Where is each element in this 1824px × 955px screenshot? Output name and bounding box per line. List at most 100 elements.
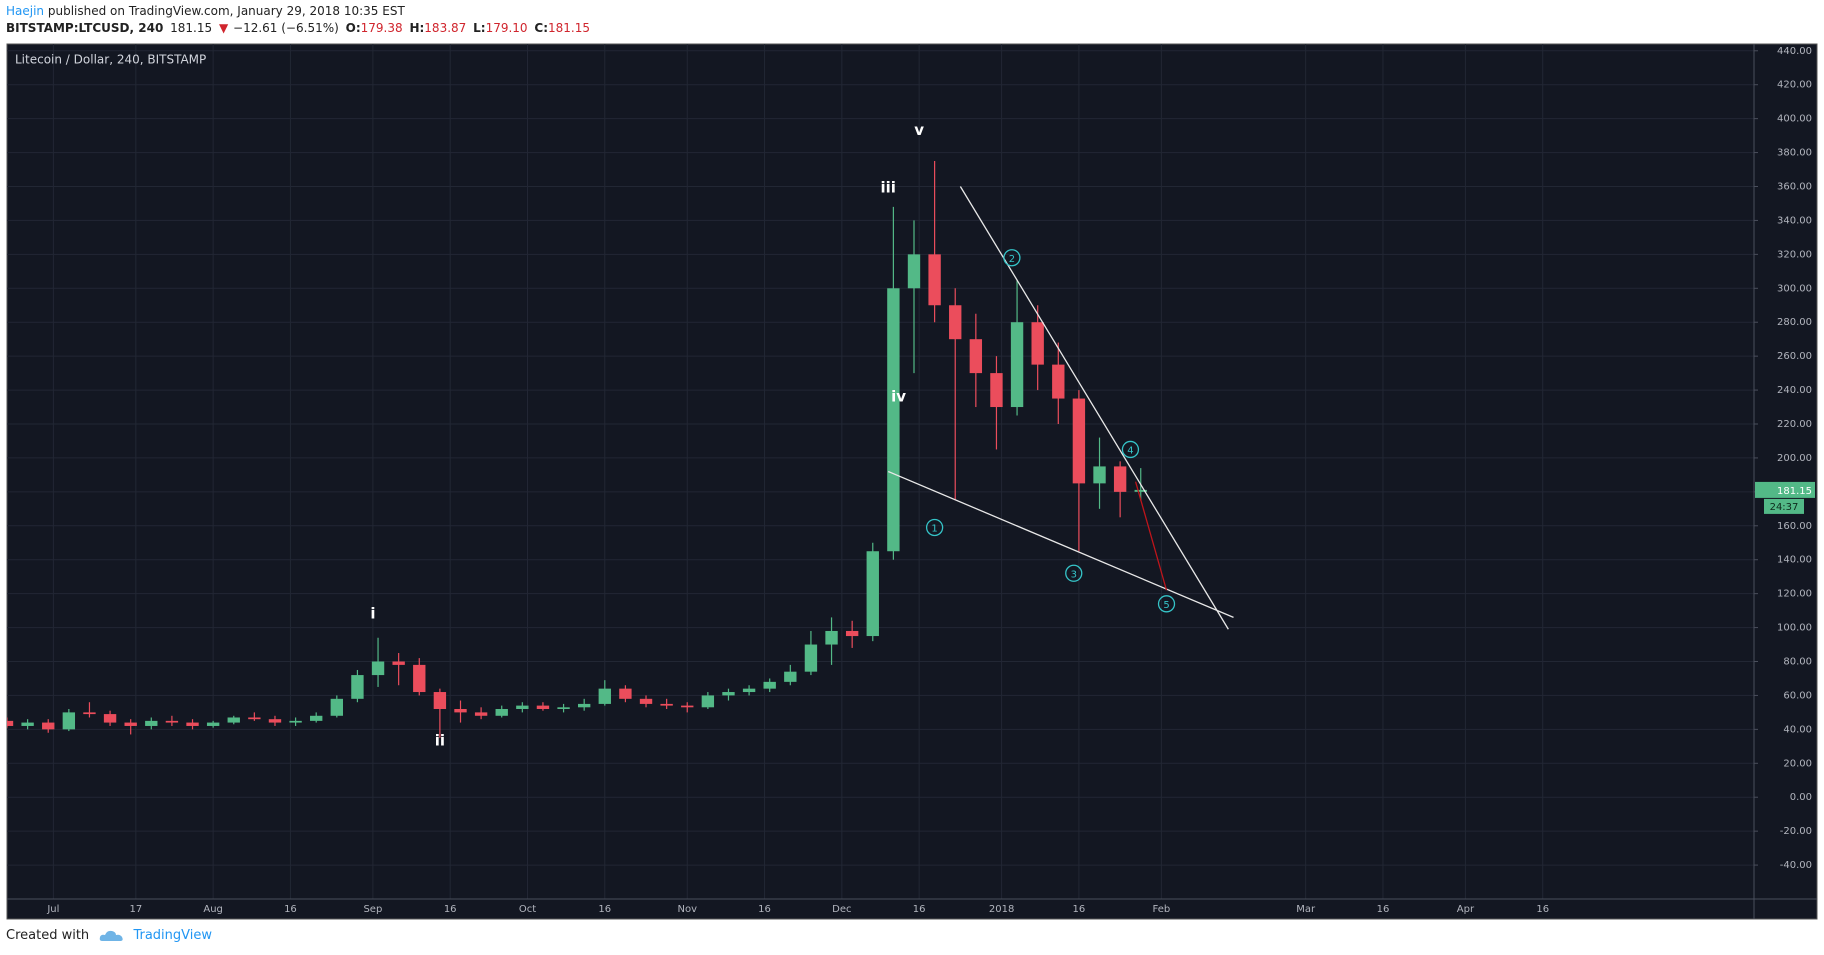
candle-body bbox=[557, 707, 570, 709]
y-tick-label: 280.00 bbox=[1777, 317, 1812, 328]
y-tick-label: 140.00 bbox=[1777, 555, 1812, 566]
candle-body bbox=[454, 709, 467, 713]
y-tick-label: 340.00 bbox=[1777, 215, 1812, 226]
y-tick-label: 420.00 bbox=[1777, 80, 1812, 91]
wave-number: 1 bbox=[931, 523, 937, 534]
candle-body bbox=[371, 661, 385, 676]
low: 179.10 bbox=[485, 21, 528, 35]
x-tick-label: Jul bbox=[46, 904, 59, 915]
candle-body bbox=[21, 722, 34, 726]
brand[interactable]: TradingView bbox=[133, 928, 212, 943]
candle-body bbox=[248, 717, 261, 720]
open: 179.38 bbox=[360, 21, 403, 35]
candle-body bbox=[289, 720, 302, 723]
footer: Created with TradingView bbox=[6, 928, 212, 943]
y-tick-label: 200.00 bbox=[1777, 453, 1812, 464]
published: published on TradingView.com, January 29… bbox=[47, 4, 405, 18]
x-tick-label: Sep bbox=[363, 904, 382, 915]
wave-label: i bbox=[370, 605, 375, 623]
x-tick-label: Nov bbox=[677, 904, 697, 915]
created-with: Created with bbox=[6, 928, 90, 943]
trend-line bbox=[887, 470, 1234, 618]
axes: -40.00 -20.00 0.00 20.00 40.00 60.00 80.00 100.… bbox=[46, 46, 1815, 915]
y-tick-label: -20.00 bbox=[1780, 826, 1812, 837]
candle-body bbox=[1093, 466, 1106, 484]
wave-number: 2 bbox=[1009, 254, 1015, 265]
candle-body bbox=[784, 671, 797, 682]
y-tick-label: 60.00 bbox=[1783, 690, 1812, 701]
wave-label: ii bbox=[435, 732, 445, 750]
countdown: 24:37 bbox=[1770, 502, 1799, 513]
y-tick-label: 240.00 bbox=[1777, 385, 1812, 396]
candle-body bbox=[165, 720, 179, 723]
candle-body bbox=[227, 717, 240, 723]
candle-body bbox=[433, 692, 447, 709]
price: 181.15 bbox=[170, 21, 213, 35]
y-tick-label: 360.00 bbox=[1777, 182, 1812, 193]
candle-body bbox=[1010, 322, 1024, 408]
candle-body bbox=[701, 695, 715, 708]
y-tick-label: 400.00 bbox=[1777, 114, 1812, 125]
candle-body bbox=[351, 675, 364, 699]
y-tick-label: 380.00 bbox=[1777, 148, 1812, 159]
candle-body bbox=[330, 698, 344, 716]
candle-body bbox=[804, 644, 818, 672]
x-tick-label: 16 bbox=[598, 904, 611, 915]
candle-body bbox=[990, 373, 1003, 408]
wave-circle bbox=[1065, 564, 1083, 582]
x-tick-label: Dec bbox=[832, 904, 851, 915]
wave-label: iii bbox=[881, 179, 896, 197]
candle-body bbox=[268, 719, 282, 723]
symbol: BITSTAMP:LTCUSD, 240 bbox=[6, 21, 164, 35]
candle-body bbox=[949, 305, 962, 340]
x-tick-label: 2018 bbox=[989, 904, 1014, 915]
chart-title: Litecoin / Dollar, 240, BITSTAMP bbox=[15, 53, 206, 67]
candle-body bbox=[1134, 489, 1147, 492]
x-tick-label: Aug bbox=[203, 904, 223, 915]
x-tick-label: Oct bbox=[519, 904, 536, 915]
candle-body bbox=[62, 712, 76, 730]
y-tick-label: 160.00 bbox=[1777, 521, 1812, 532]
logo bbox=[100, 930, 123, 941]
candle-body bbox=[495, 709, 508, 716]
x-tick-label: 16 bbox=[913, 904, 926, 915]
wave-circle bbox=[925, 518, 944, 537]
wave-number: 3 bbox=[1071, 569, 1077, 580]
y-tick-label: 120.00 bbox=[1777, 589, 1812, 600]
y-tick-label: 40.00 bbox=[1783, 724, 1812, 735]
candle-body bbox=[7, 720, 14, 726]
wave-number: 5 bbox=[1163, 600, 1169, 611]
x-tick-label: Apr bbox=[1457, 904, 1475, 915]
y-tick-label: 180.00 bbox=[1777, 487, 1812, 498]
candle-body bbox=[577, 703, 591, 708]
candle-body bbox=[763, 681, 776, 689]
high: 183.87 bbox=[424, 21, 467, 35]
candle-body bbox=[1031, 322, 1044, 365]
candle-body bbox=[536, 705, 550, 709]
close: 181.15 bbox=[548, 21, 591, 35]
candle-body bbox=[392, 661, 405, 665]
arrow: ▼ bbox=[218, 21, 229, 35]
y-tick-label: 0.00 bbox=[1790, 792, 1812, 803]
candle-body bbox=[413, 664, 426, 693]
candle-body bbox=[742, 688, 756, 693]
y-tick-label: 300.00 bbox=[1777, 283, 1812, 294]
y-tick-label: 220.00 bbox=[1777, 419, 1812, 430]
x-tick-label: 16 bbox=[444, 904, 457, 915]
last-price-label: 181.15 bbox=[1777, 486, 1812, 497]
grid bbox=[7, 44, 1754, 899]
candle-body bbox=[598, 688, 611, 704]
author[interactable]: Haejin bbox=[6, 4, 45, 18]
high-label: H: bbox=[409, 21, 425, 35]
candle-body bbox=[887, 288, 900, 552]
candle-body bbox=[619, 688, 632, 699]
x-tick-label: 17 bbox=[129, 904, 142, 915]
candle-body bbox=[907, 254, 921, 289]
change: −12.61 (−6.51%) bbox=[233, 21, 339, 35]
wave-circle bbox=[1003, 249, 1021, 267]
candle-body bbox=[310, 715, 323, 721]
x-tick-label: 16 bbox=[758, 904, 771, 915]
candle-body bbox=[845, 630, 859, 637]
candle-body bbox=[474, 712, 488, 716]
x-tick-label: 16 bbox=[1377, 904, 1390, 915]
